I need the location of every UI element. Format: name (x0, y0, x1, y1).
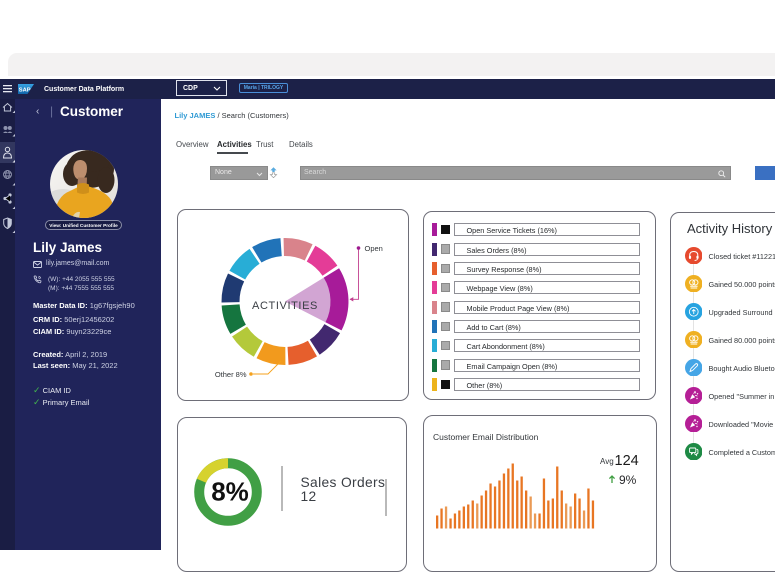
svg-text:SAP: SAP (19, 87, 31, 93)
svg-text:8%: 8% (211, 476, 249, 506)
svg-text:Open: Open (364, 244, 382, 253)
svg-text:ACTIVITIES: ACTIVITIES (252, 300, 318, 312)
svg-text:Other 8%: Other 8% (214, 370, 246, 379)
